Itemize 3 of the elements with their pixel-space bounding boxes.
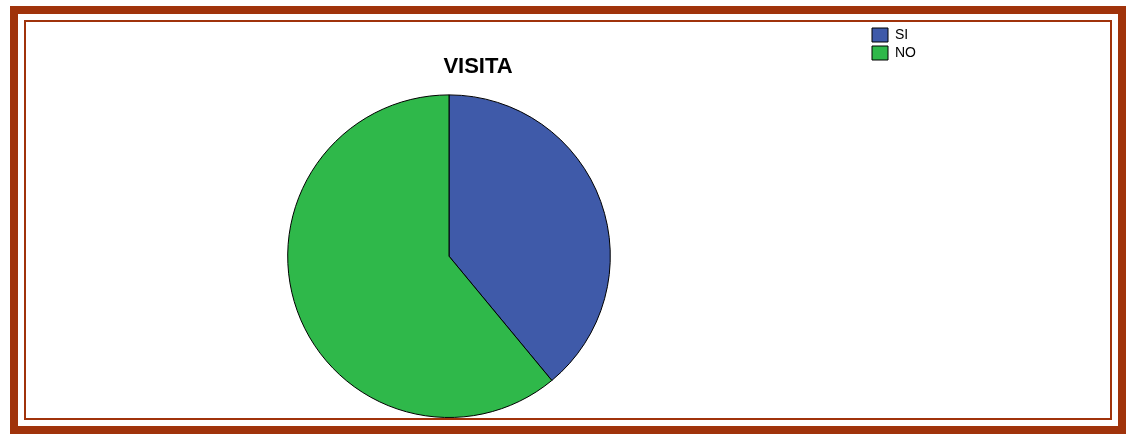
legend-label: SI	[895, 25, 909, 42]
text: VISITA	[443, 53, 513, 79]
legend-label: NO	[895, 43, 917, 60]
